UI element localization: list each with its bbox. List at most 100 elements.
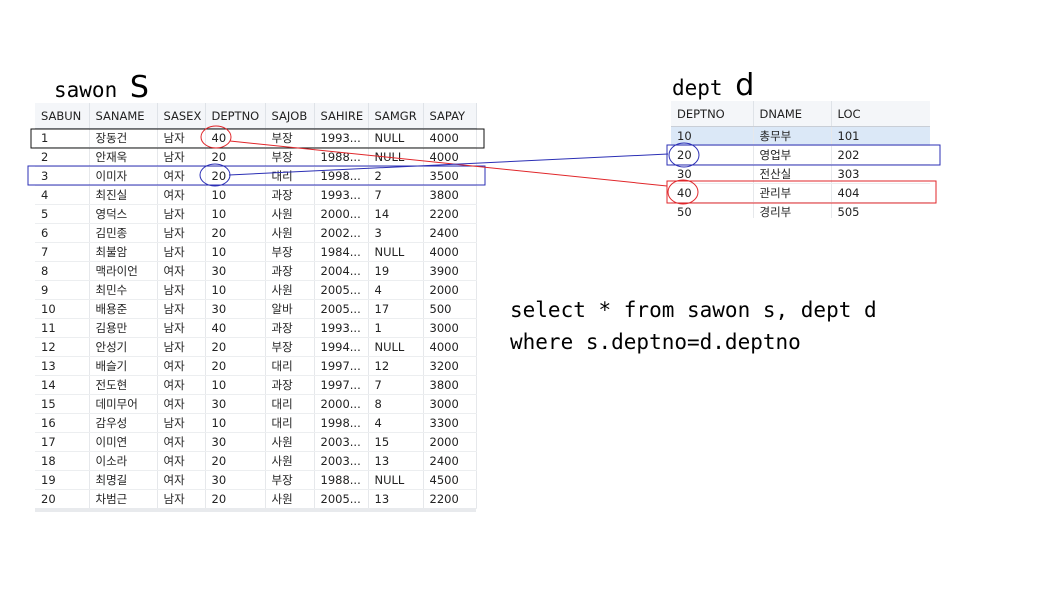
table-row[interactable]: 10 배용준 남자 30 알바 2005... 17 500 xyxy=(35,299,477,319)
table-row[interactable]: 40 관리부 404 xyxy=(671,183,930,203)
sawon-cell-sabun: 5 xyxy=(35,204,90,224)
table-row[interactable]: 14 전도현 여자 10 과장 1997... 7 3800 xyxy=(35,375,477,395)
sawon-cell-samgr: 17 xyxy=(368,299,424,319)
table-row[interactable]: 50 경리부 505 xyxy=(671,202,930,218)
sawon-cell-sasex: 여자 xyxy=(157,451,206,471)
sawon-cell-sajob: 대리 xyxy=(265,356,315,376)
dept-col-loc[interactable]: LOC xyxy=(831,101,930,127)
dept-cell-deptno: 20 xyxy=(671,145,754,165)
sawon-cell-sasex: 여자 xyxy=(157,356,206,376)
table-row[interactable]: 11 김용만 남자 40 과장 1993... 1 3000 xyxy=(35,318,477,338)
sawon-cell-sahire: 1993... xyxy=(314,185,369,205)
table-row[interactable]: 4 최진실 여자 10 과장 1993... 7 3800 xyxy=(35,185,477,205)
table-row[interactable]: 18 이소라 여자 20 사원 2003... 13 2400 xyxy=(35,451,477,471)
sawon-cell-deptno: 20 xyxy=(205,147,266,167)
sawon-cell-sahire: 1998... xyxy=(314,166,369,186)
table-row[interactable]: 7 최불암 남자 10 부장 1984... NULL 4000 xyxy=(35,242,477,262)
sawon-cell-deptno: 30 xyxy=(205,394,266,414)
sawon-cell-sajob: 부장 xyxy=(265,147,315,167)
table-row[interactable]: 15 데미무어 여자 30 대리 2000... 8 3000 xyxy=(35,394,477,414)
sawon-cell-sajob: 사원 xyxy=(265,280,315,300)
sawon-col-sapay[interactable]: SAPAY xyxy=(423,103,477,129)
dept-cell-deptno: 10 xyxy=(671,126,754,146)
table-row[interactable]: 19 최명길 여자 30 부장 1988... NULL 4500 xyxy=(35,470,477,490)
sawon-cell-sapay: 4000 xyxy=(423,242,477,262)
sawon-cell-saname: 김용만 xyxy=(89,318,158,338)
table-row[interactable]: 6 김민종 남자 20 사원 2002... 3 2400 xyxy=(35,223,477,243)
sawon-cell-sabun: 18 xyxy=(35,451,90,471)
sawon-cell-deptno: 10 xyxy=(205,375,266,395)
sawon-cell-sabun: 19 xyxy=(35,470,90,490)
table-row[interactable]: 9 최민수 남자 10 사원 2005... 4 2000 xyxy=(35,280,477,300)
table-row[interactable]: 10 총무부 101 xyxy=(671,126,930,146)
sawon-cell-sahire: 2000... xyxy=(314,394,369,414)
table-row[interactable]: 17 이미연 여자 30 사원 2003... 15 2000 xyxy=(35,432,477,452)
sawon-cell-sajob: 과장 xyxy=(265,261,315,281)
sawon-cell-sasex: 여자 xyxy=(157,432,206,452)
dept-cell-dname: 경리부 xyxy=(753,202,832,218)
sawon-cell-saname: 이소라 xyxy=(89,451,158,471)
sawon-cell-sapay: 2400 xyxy=(423,451,477,471)
table-row[interactable]: 5 영덕스 남자 10 사원 2000... 14 2200 xyxy=(35,204,477,224)
table-row[interactable]: 12 안성기 남자 20 부장 1994... NULL 4000 xyxy=(35,337,477,357)
sawon-cell-sahire: 2002... xyxy=(314,223,369,243)
sawon-cell-sajob: 대리 xyxy=(265,394,315,414)
table-row[interactable]: 2 안재욱 남자 20 부장 1988... NULL 4000 xyxy=(35,147,477,167)
table-row[interactable]: 16 감우성 남자 10 대리 1998... 4 3300 xyxy=(35,413,477,433)
sawon-cell-deptno: 10 xyxy=(205,280,266,300)
sawon-cell-sahire: 1988... xyxy=(314,470,369,490)
sawon-cell-samgr: NULL xyxy=(368,470,424,490)
sawon-cell-sapay: 4000 xyxy=(423,337,477,357)
sawon-col-deptno[interactable]: DEPTNO xyxy=(205,103,266,129)
sawon-cell-sapay: 2000 xyxy=(423,280,477,300)
sawon-col-saname[interactable]: SANAME xyxy=(89,103,158,129)
sawon-cell-samgr: 1 xyxy=(368,318,424,338)
sawon-col-sahire[interactable]: SAHIRE xyxy=(314,103,369,129)
sawon-cell-sabun: 7 xyxy=(35,242,90,262)
sawon-table: SABUN SANAME SASEX DEPTNO SAJOB SAHIRE SAMGR SA… xyxy=(35,103,477,509)
sawon-cell-deptno: 20 xyxy=(205,223,266,243)
sawon-col-sasex[interactable]: SASEX xyxy=(157,103,206,129)
table-row[interactable]: 20 차범근 남자 20 사원 2005... 13 2200 xyxy=(35,489,477,509)
sawon-cell-sapay: 3800 xyxy=(423,375,477,395)
sawon-cell-sasex: 여자 xyxy=(157,261,206,281)
sawon-cell-sahire: 2003... xyxy=(314,451,369,471)
dept-cell-loc: 505 xyxy=(831,202,930,218)
sawon-cell-sahire: 1993... xyxy=(314,128,369,148)
dept-cell-loc: 404 xyxy=(831,183,930,203)
sawon-cell-saname: 데미무어 xyxy=(89,394,158,414)
sawon-col-samgr[interactable]: SAMGR xyxy=(368,103,424,129)
dept-col-deptno[interactable]: DEPTNO xyxy=(671,101,754,127)
sql-query: select * from sawon s, dept d where s.de… xyxy=(510,294,877,358)
sawon-cell-samgr: NULL xyxy=(368,128,424,148)
dept-col-dname[interactable]: DNAME xyxy=(753,101,832,127)
sawon-cell-saname: 김민종 xyxy=(89,223,158,243)
sawon-cell-sabun: 3 xyxy=(35,166,90,186)
sawon-cell-deptno: 20 xyxy=(205,451,266,471)
sawon-cell-sasex: 남자 xyxy=(157,128,206,148)
sawon-cell-samgr: 4 xyxy=(368,413,424,433)
sawon-title-text: sawon xyxy=(54,78,130,102)
sawon-cell-saname: 배용준 xyxy=(89,299,158,319)
sawon-cell-saname: 이미자 xyxy=(89,166,158,186)
sawon-cell-samgr: NULL xyxy=(368,147,424,167)
dept-cell-deptno: 50 xyxy=(671,202,754,218)
table-row[interactable]: 3 이미자 여자 20 대리 1998... 2 3500 xyxy=(35,166,477,186)
sawon-cell-sabun: 2 xyxy=(35,147,90,167)
sawon-cell-deptno: 10 xyxy=(205,185,266,205)
sawon-cell-saname: 최불암 xyxy=(89,242,158,262)
dept-cell-dname: 관리부 xyxy=(753,183,832,203)
sawon-col-sabun[interactable]: SABUN xyxy=(35,103,90,129)
table-row[interactable]: 13 배슬기 여자 20 대리 1997... 12 3200 xyxy=(35,356,477,376)
sawon-col-sajob[interactable]: SAJOB xyxy=(265,103,315,129)
table-row[interactable]: 20 영업부 202 xyxy=(671,145,930,165)
sawon-cell-sapay: 3900 xyxy=(423,261,477,281)
sawon-cell-sahire: 1997... xyxy=(314,356,369,376)
sawon-cell-saname: 배슬기 xyxy=(89,356,158,376)
sawon-cell-sapay: 500 xyxy=(423,299,477,319)
table-row[interactable]: 30 전산실 303 xyxy=(671,164,930,184)
sawon-cell-sajob: 부장 xyxy=(265,128,315,148)
table-row[interactable]: 1 장동건 남자 40 부장 1993... NULL 4000 xyxy=(35,128,477,148)
sawon-cell-sapay: 2200 xyxy=(423,489,477,509)
table-row[interactable]: 8 맥라이언 여자 30 과장 2004... 19 3900 xyxy=(35,261,477,281)
